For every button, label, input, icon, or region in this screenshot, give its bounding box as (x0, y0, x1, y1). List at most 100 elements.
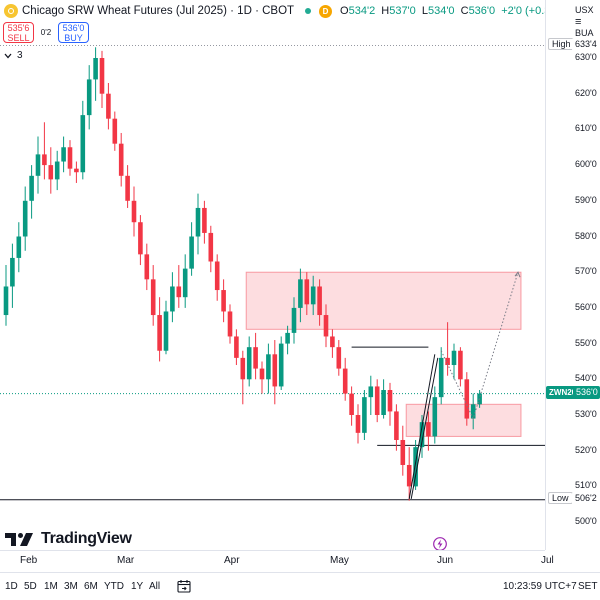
open-value: 534'2 (348, 5, 376, 17)
close-key: C (460, 5, 469, 17)
data-delay-badge[interactable]: D (319, 4, 333, 18)
candle-body-49 (317, 286, 322, 316)
range-1m-button[interactable]: 1M (44, 581, 58, 592)
candle-body-58 (374, 386, 380, 415)
chevron-down-icon (4, 53, 12, 58)
trade-panel: 535'6 SELL 0'2 536'0 BUY (3, 22, 89, 43)
range-ytd-button[interactable]: YTD (104, 581, 124, 592)
clock-timezone[interactable]: 10:23:59 UTC+7 (503, 581, 577, 592)
candle-body-33 (214, 261, 220, 291)
range-1y-button[interactable]: 1Y (131, 581, 144, 592)
candle-body-62 (400, 439, 406, 465)
low-tag: Low (548, 492, 573, 504)
candle-body-15 (99, 58, 105, 94)
candle-body-4 (29, 175, 34, 201)
high-value: 633'4 (572, 38, 600, 51)
candle-body-0 (3, 286, 9, 316)
candle-body-2 (16, 236, 22, 258)
candle-body-12 (80, 115, 86, 173)
candle-body-60 (387, 390, 393, 412)
symbol-legend[interactable]: Chicago SRW Wheat Futures (Jul 2025) · 1… (4, 3, 545, 19)
time-scale[interactable]: Feb Mar Apr May Jun Jul (0, 550, 554, 572)
candle-body-7 (48, 165, 54, 180)
candle-body-65 (419, 422, 425, 448)
price-label: 510'0 (575, 480, 597, 491)
sell-button[interactable]: 535'6 SELL (3, 22, 34, 43)
candle-body-41 (266, 354, 271, 380)
chart-pane[interactable]: Chicago SRW Wheat Futures (Jul 2025) · 1… (0, 0, 545, 550)
candle-body-52 (336, 347, 342, 369)
candle-body-71 (458, 350, 463, 380)
settings-button[interactable]: SET (578, 581, 598, 592)
candle-body-30 (195, 207, 201, 237)
candle-body-28 (182, 268, 188, 298)
range-3m-button[interactable]: 3M (64, 581, 78, 592)
currency-label[interactable]: USX (575, 5, 594, 15)
projection-arrowhead (514, 271, 521, 278)
range-6m-button[interactable]: 6M (84, 581, 98, 592)
candle-body-11 (74, 168, 79, 173)
high-tag: High (548, 38, 575, 50)
candle-body-45 (291, 307, 297, 333)
time-label-mar: Mar (117, 555, 135, 566)
change-value: +2'0 (+0.37%) (501, 5, 545, 17)
candle-body-40 (259, 368, 265, 380)
scale-mode-label[interactable]: BUA (575, 28, 594, 38)
candle-body-36 (234, 336, 239, 358)
candle-body-51 (330, 336, 335, 348)
candle-body-25 (163, 311, 169, 351)
sell-price: 535'6 (7, 22, 30, 33)
candle-body-21 (138, 222, 143, 255)
candle-body-63 (406, 464, 412, 487)
candle-body-23 (150, 279, 156, 316)
event-flash-icon[interactable] (433, 537, 447, 550)
candle-body-29 (189, 236, 194, 269)
candle-body-50 (323, 315, 329, 337)
candlestick-chart[interactable] (0, 0, 545, 550)
scale-menu-icon[interactable]: ≡ (575, 16, 582, 28)
range-all-button[interactable]: All (149, 581, 161, 592)
price-label: 520'0 (575, 444, 597, 455)
tradingview-icon (5, 533, 33, 546)
candle-body-48 (310, 286, 316, 305)
price-label: 530'0 (575, 409, 597, 419)
price-scale[interactable]: USX ≡ BUA 630'0 620'0 610'0 600'0 590'0 580'0… (545, 0, 600, 550)
ohlc-values: O534'2 H537'0 L534'0 C536'0 +2'0 (+0.37%… (340, 5, 545, 17)
candle-body-54 (349, 393, 354, 415)
price-label: 540'0 (575, 373, 597, 384)
candle-body-44 (285, 332, 290, 344)
candle-body-8 (54, 161, 60, 180)
market-status-icon[interactable] (302, 5, 314, 17)
date-range-calendar-icon[interactable] (177, 579, 191, 593)
candle-body-56 (362, 397, 367, 433)
range-1d-button[interactable]: 1D (5, 581, 18, 592)
candle-body-6 (42, 154, 47, 166)
candle-body-72 (464, 379, 470, 419)
price-label: 610'0 (575, 123, 597, 134)
candle-body-3 (22, 200, 28, 237)
candle-body-47 (304, 279, 310, 305)
range-5d-button[interactable]: 5D (24, 581, 37, 592)
candle-body-57 (368, 386, 374, 398)
buy-button[interactable]: 536'0 BUY (58, 22, 89, 43)
symbol-title[interactable]: Chicago SRW Wheat Futures (Jul 2025) · 1… (22, 5, 295, 17)
time-label-apr: Apr (224, 555, 240, 566)
price-label: 630'0 (575, 52, 597, 62)
candle-body-24 (157, 315, 162, 351)
candle-body-43 (278, 343, 284, 387)
candle-body-22 (144, 254, 150, 280)
candle-body-20 (131, 200, 137, 223)
low-value: 506'2 (572, 492, 600, 505)
price-label: 600'0 (575, 159, 597, 170)
low-value: 534'0 (427, 5, 455, 17)
candle-body-19 (125, 175, 130, 201)
tradingview-logo[interactable]: TradingView (5, 530, 132, 548)
candle-body-17 (112, 118, 118, 144)
exchange-logo-icon (4, 4, 18, 18)
price-label: 620'0 (575, 87, 597, 98)
candle-body-18 (118, 143, 124, 176)
price-label: 560'0 (575, 301, 597, 312)
candle-body-1 (10, 257, 15, 287)
indicators-toggle[interactable]: 3 (4, 50, 23, 61)
candle-body-59 (381, 390, 386, 415)
